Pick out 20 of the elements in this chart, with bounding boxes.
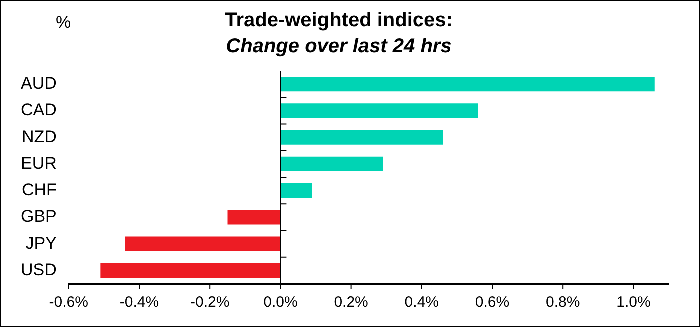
x-tick-label: 0.6% [475,294,510,312]
x-tick-label: 0.8% [546,294,580,312]
x-tick-label: -0.2% [190,294,230,312]
x-tick-label: -0.6% [49,294,88,312]
y-tick-label: CAD [20,100,57,120]
y-tick-label: USD [20,260,57,280]
y-tick-label: NZD [22,127,57,146]
y-tick-label: EUR [20,154,57,173]
y-tick-label: GBP [20,207,57,226]
y-tick-label: AUD [20,74,57,93]
x-tick-label: 0.2% [334,294,368,312]
x-tick-label: 1.0% [616,294,651,312]
chart-subtitle: Change over last 24 hrs [226,36,452,58]
x-tick-label: 0.0% [264,294,298,312]
chart-title: Trade-weighted indices: [225,10,453,32]
x-tick-label: 0.4% [404,294,439,312]
y-axis-title: % [56,13,72,33]
x-tick-label: -0.4% [120,294,160,312]
y-tick-label: CHF [22,180,57,200]
y-tick-label: JPY [26,234,57,253]
